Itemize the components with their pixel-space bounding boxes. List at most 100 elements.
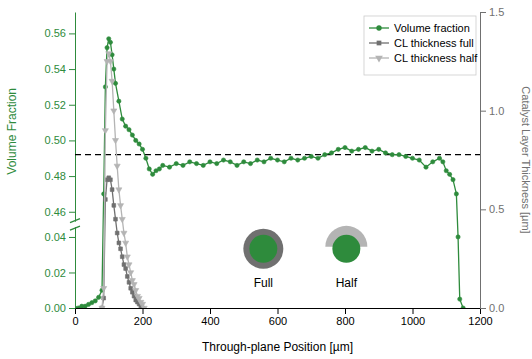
series-marker bbox=[128, 271, 134, 276]
y-tick-mark bbox=[69, 105, 75, 106]
series-marker bbox=[316, 156, 320, 160]
y-tick: 0.52 bbox=[45, 99, 75, 111]
plot-area bbox=[75, 37, 480, 308]
y2-axis: 0.00.51.01.5 bbox=[480, 6, 504, 314]
series-marker bbox=[110, 188, 114, 192]
series-marker bbox=[119, 217, 125, 222]
series-marker bbox=[115, 231, 119, 235]
series-marker bbox=[109, 79, 115, 84]
y-axis-title: Volume Fraction bbox=[5, 88, 19, 175]
y-tick-mark bbox=[69, 308, 75, 309]
series-marker bbox=[141, 306, 147, 308]
series-marker bbox=[140, 147, 144, 151]
inset-core-full bbox=[249, 235, 277, 263]
y2-tick-label: 0.5 bbox=[489, 203, 504, 215]
series-marker bbox=[112, 139, 118, 144]
x-tick: 800 bbox=[336, 308, 354, 327]
series-marker bbox=[336, 147, 340, 151]
series-marker bbox=[147, 167, 151, 171]
series-marker bbox=[309, 154, 313, 158]
y2-tick-mark bbox=[480, 111, 486, 112]
y-tick-label: 0.46 bbox=[45, 206, 66, 218]
series-marker bbox=[112, 204, 116, 208]
series-marker bbox=[296, 158, 300, 162]
series-marker bbox=[350, 149, 354, 153]
series-marker bbox=[255, 158, 259, 162]
annotation: Half bbox=[336, 276, 358, 290]
series-marker bbox=[201, 163, 205, 167]
series-marker bbox=[114, 217, 118, 221]
y2-tick-label: 1.5 bbox=[489, 6, 504, 18]
y-tick: 0.56 bbox=[45, 27, 75, 39]
y-tick-label: 0.00 bbox=[45, 302, 66, 314]
y-axis: 0.000.020.040.460.480.500.520.540.56 bbox=[45, 13, 76, 315]
reference-line bbox=[75, 154, 480, 155]
x-tick-mark bbox=[278, 308, 279, 314]
series-marker bbox=[144, 156, 148, 160]
series-marker bbox=[444, 169, 448, 173]
series-marker bbox=[289, 156, 293, 160]
series-marker bbox=[410, 156, 414, 160]
series-marker bbox=[97, 295, 101, 299]
series-marker bbox=[126, 263, 132, 268]
series-marker bbox=[118, 204, 124, 209]
y-tick-label: 0.50 bbox=[45, 134, 66, 146]
y-tick: 0.48 bbox=[45, 170, 75, 182]
series-marker bbox=[127, 280, 131, 284]
legend-label: CL thickness half bbox=[394, 52, 478, 64]
axis-break-gap bbox=[72, 222, 78, 227]
series-marker bbox=[131, 283, 137, 288]
annotation: Full bbox=[254, 276, 273, 290]
series-marker bbox=[133, 288, 139, 293]
x-tick-mark bbox=[210, 308, 211, 314]
series-marker bbox=[116, 188, 122, 193]
series-marker bbox=[417, 158, 421, 162]
y-tick-label: 0.56 bbox=[45, 27, 66, 39]
series-marker bbox=[122, 263, 126, 267]
y-tick-label: 0.48 bbox=[45, 170, 66, 182]
series-marker bbox=[124, 267, 128, 271]
x-tick: 200 bbox=[134, 308, 152, 327]
series-marker bbox=[134, 138, 138, 142]
legend-label: Volume fraction bbox=[394, 22, 470, 34]
y2-axis-title: Catalyst Layer Thickness [µm] bbox=[520, 86, 532, 233]
series-marker bbox=[106, 52, 112, 57]
y2-tick: 0.0 bbox=[480, 302, 504, 314]
series-marker bbox=[262, 160, 266, 164]
series-marker bbox=[130, 133, 134, 137]
x-axis: 020040060080010001200 bbox=[72, 308, 492, 327]
series-marker bbox=[151, 172, 155, 176]
y-tick-label: 0.54 bbox=[45, 63, 66, 75]
series-marker bbox=[424, 165, 428, 169]
series-marker bbox=[302, 156, 306, 160]
series-marker bbox=[451, 178, 455, 182]
y-tick-mark bbox=[69, 176, 75, 177]
series-marker bbox=[137, 142, 141, 146]
axis-break-mark bbox=[70, 219, 80, 223]
legend: Volume fraction CL thickness full CL thick… bbox=[364, 16, 478, 75]
series-marker bbox=[441, 160, 445, 164]
series-marker bbox=[363, 145, 367, 149]
series-line bbox=[102, 178, 143, 308]
y-tick-mark bbox=[69, 237, 75, 238]
series-marker bbox=[114, 164, 120, 169]
series-marker bbox=[123, 241, 129, 246]
y2-tick-mark bbox=[480, 12, 486, 13]
series-marker bbox=[108, 40, 112, 44]
series-marker bbox=[167, 165, 171, 169]
x-tick: 1000 bbox=[401, 308, 425, 327]
x-tick-mark bbox=[75, 308, 76, 314]
y-tick-mark bbox=[69, 272, 75, 273]
y-tick-mark bbox=[69, 140, 75, 141]
x-tick-mark bbox=[345, 308, 346, 314]
inset-core-half bbox=[332, 235, 360, 263]
inset-ring-full bbox=[243, 229, 283, 269]
x-tick: 0 bbox=[72, 308, 78, 327]
series-marker bbox=[456, 235, 460, 239]
y-axis-line bbox=[75, 13, 76, 309]
series-marker bbox=[157, 167, 161, 171]
series-marker bbox=[377, 147, 381, 151]
legend-label: CL thickness full bbox=[394, 37, 474, 49]
legend-marker bbox=[375, 56, 383, 63]
series-marker bbox=[124, 255, 130, 260]
